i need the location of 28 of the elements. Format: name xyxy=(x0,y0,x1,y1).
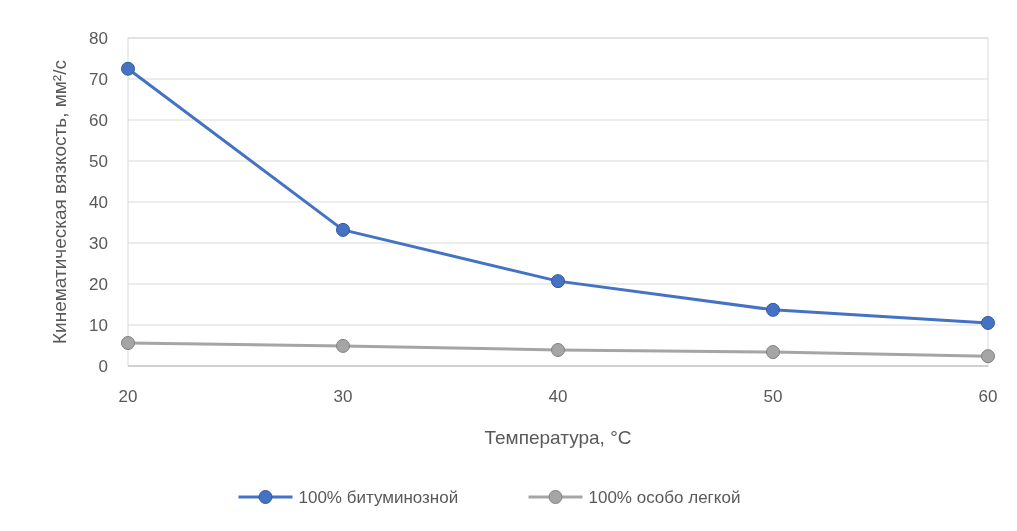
y-tick-label: 30 xyxy=(89,233,108,253)
y-tick-label: 0 xyxy=(98,356,108,376)
y-axis-title: Кинематическая вязкость, мм²/с xyxy=(49,60,70,344)
point xyxy=(551,274,565,289)
x-tick-label: 60 xyxy=(978,387,998,406)
point xyxy=(551,343,565,358)
point xyxy=(336,222,350,237)
y-tick-label: 80 xyxy=(89,28,108,48)
x-tick-label: 40 xyxy=(548,387,568,406)
x-axis-title: Температура, °С xyxy=(484,427,632,448)
x-tick-label: 30 xyxy=(333,387,353,406)
y-tick-label: 50 xyxy=(89,151,108,171)
point xyxy=(766,345,780,360)
point xyxy=(981,349,995,364)
legend-label: 100% особо легкой xyxy=(588,487,741,507)
y-tick-label: 40 xyxy=(89,192,108,212)
point xyxy=(766,302,780,317)
x-tick-label: 50 xyxy=(763,387,783,406)
point xyxy=(121,336,135,351)
y-tick-label: 70 xyxy=(89,69,108,89)
x-tick-label: 20 xyxy=(118,387,138,406)
y-tick-label: 20 xyxy=(89,274,108,294)
legend-label: 100% битуминозной xyxy=(298,487,459,507)
y-tick-label: 60 xyxy=(89,110,108,130)
point xyxy=(121,61,135,76)
y-tick-label: 10 xyxy=(89,315,108,335)
point xyxy=(981,315,995,330)
point xyxy=(336,338,350,353)
